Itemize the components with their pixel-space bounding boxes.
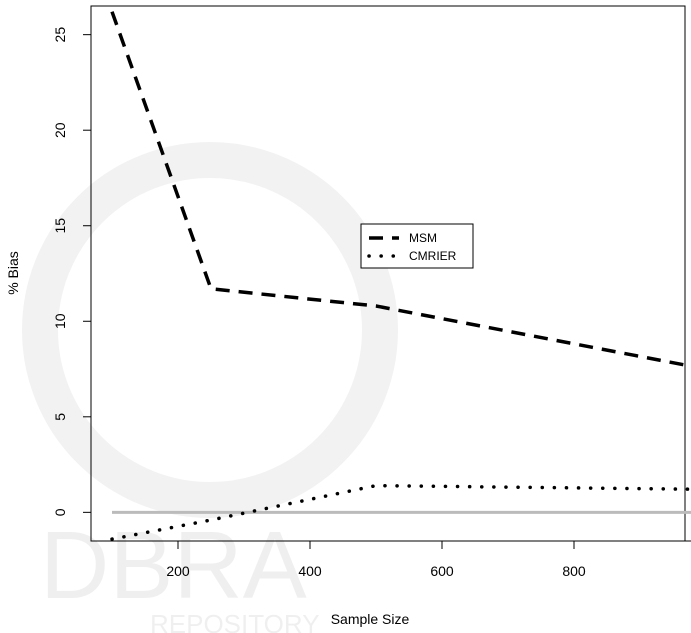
y-tick-label: 0 — [52, 508, 68, 516]
x-tick-label: 200 — [166, 563, 190, 579]
series — [110, 11, 691, 541]
watermark: DBRA REPOSITORY — [22, 142, 398, 633]
y-tick-label: 10 — [52, 313, 68, 329]
x-tick-label: 600 — [430, 563, 454, 579]
axes: 20040060080010000510152025 — [52, 27, 691, 579]
x-tick-label: 800 — [562, 563, 586, 579]
y-tick-label: 5 — [52, 413, 68, 421]
y-tick-label: 25 — [52, 27, 68, 43]
x-tick-label: 400 — [298, 563, 322, 579]
y-tick-label: 15 — [52, 218, 68, 234]
legend-box — [360, 223, 474, 269]
y-tick-label: 20 — [52, 122, 68, 138]
series-line-msm — [110, 11, 691, 368]
watermark-subtext: REPOSITORY — [150, 609, 320, 633]
y-axis-title: % Bias — [5, 251, 21, 295]
legend: MSM CMRIER — [360, 223, 474, 269]
legend-label-msm: MSM — [409, 231, 437, 245]
watermark-text: DBRA — [40, 512, 307, 619]
watermark-emblem — [22, 142, 398, 518]
x-axis-title: Sample Size — [331, 611, 410, 627]
legend-label-cmrier: CMRIER — [409, 249, 457, 263]
